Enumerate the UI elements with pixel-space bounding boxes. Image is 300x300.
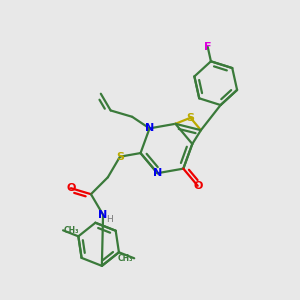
Text: F: F [204,42,212,52]
Text: S: S [187,113,194,123]
Text: N: N [153,168,162,178]
Text: O: O [193,181,202,191]
Text: CH₃: CH₃ [64,226,79,235]
Text: N: N [98,210,108,220]
Text: S: S [116,152,124,162]
Text: N: N [145,123,154,134]
Text: O: O [66,183,76,193]
Text: H: H [106,215,113,224]
Text: CH₃: CH₃ [118,254,134,263]
